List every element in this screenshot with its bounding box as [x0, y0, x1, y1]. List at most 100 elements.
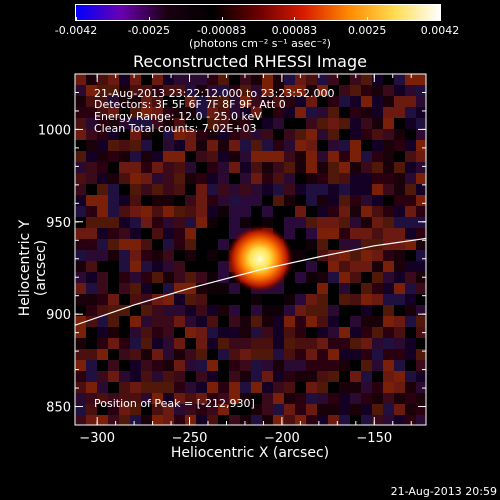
heatmap-cell	[273, 96, 285, 108]
heatmap-cell	[350, 184, 362, 196]
heatmap-cell	[152, 239, 164, 251]
heatmap-cell	[86, 316, 98, 328]
heatmap-cell	[240, 129, 252, 141]
heatmap-cell	[196, 261, 208, 273]
colorbar-tick-mark	[148, 17, 150, 21]
heatmap-cell	[361, 107, 373, 119]
heatmap-cell	[317, 184, 329, 196]
heatmap-cell	[229, 228, 241, 240]
heatmap-cell	[350, 74, 362, 86]
heatmap-cell	[284, 195, 296, 207]
heatmap-cell	[405, 382, 417, 394]
heatmap-cell	[75, 173, 87, 185]
heatmap-cell	[185, 184, 197, 196]
heatmap-cell	[328, 85, 340, 97]
heatmap-cell	[262, 371, 274, 383]
heatmap-cell	[284, 349, 296, 361]
heatmap-cell	[207, 371, 219, 383]
heatmap-cell	[75, 151, 87, 163]
heatmap-cell	[86, 294, 98, 306]
heatmap-cell	[317, 415, 329, 425]
heatmap-cell	[306, 140, 318, 152]
heatmap-cell	[284, 327, 296, 339]
heatmap-cell	[207, 140, 219, 152]
heatmap-cell	[130, 393, 142, 405]
heatmap-cell	[251, 173, 263, 185]
heatmap-cell	[97, 228, 109, 240]
heatmap-cell	[328, 338, 340, 350]
heatmap-cell	[97, 206, 109, 218]
heatmap-cell	[108, 107, 120, 119]
heatmap-cell	[383, 305, 395, 317]
heatmap-cell	[361, 228, 373, 240]
heatmap-cell	[251, 415, 263, 425]
heatmap-cell	[416, 305, 426, 317]
heatmap-cell	[119, 393, 131, 405]
heatmap-cell	[361, 316, 373, 328]
heatmap-cell	[218, 294, 230, 306]
heatmap-cell	[229, 96, 241, 108]
heatmap-cell	[207, 217, 219, 229]
heatmap-cell	[350, 316, 362, 328]
heatmap-cell	[185, 327, 197, 339]
heatmap-cell	[108, 338, 120, 350]
heatmap-cell	[152, 305, 164, 317]
heatmap-cell	[240, 85, 252, 97]
heatmap-cell	[207, 96, 219, 108]
heatmap-cell	[108, 294, 120, 306]
heatmap-cell	[108, 305, 120, 317]
heatmap-cell	[251, 118, 263, 130]
heatmap-cell	[339, 272, 351, 284]
heatmap-cell	[317, 294, 329, 306]
heatmap-cell	[262, 316, 274, 328]
heatmap-cell	[361, 217, 373, 229]
heatmap-cell	[207, 195, 219, 207]
heatmap-cell	[372, 349, 384, 361]
heatmap-cell	[394, 206, 406, 218]
heatmap-cell	[97, 349, 109, 361]
heatmap-cell	[306, 85, 318, 97]
heatmap-cell	[339, 173, 351, 185]
heatmap-cell	[394, 283, 406, 295]
heatmap-cell	[295, 151, 307, 163]
heatmap-cell	[108, 272, 120, 284]
heatmap-cell	[262, 382, 274, 394]
heatmap-cell	[339, 261, 351, 273]
heatmap-cell	[196, 151, 208, 163]
heatmap-cell	[251, 294, 263, 306]
heatmap-cell	[119, 250, 131, 262]
heatmap-cell	[295, 195, 307, 207]
heatmap-cell	[119, 74, 131, 86]
colorbar-tick-label: 0.00083	[271, 24, 318, 37]
heatmap-cell	[372, 173, 384, 185]
heatmap-cell	[262, 349, 274, 361]
heatmap-cell	[75, 404, 87, 416]
heatmap-cell	[218, 360, 230, 372]
heatmap-cell	[361, 272, 373, 284]
heatmap-cell	[163, 217, 175, 229]
heatmap-cell	[207, 173, 219, 185]
heatmap-cell	[251, 129, 263, 141]
heatmap-cell	[383, 184, 395, 196]
heatmap-cell	[405, 206, 417, 218]
heatmap-cell	[306, 272, 318, 284]
heatmap-cell	[152, 349, 164, 361]
heatmap-cell	[130, 316, 142, 328]
heatmap-cell	[141, 228, 153, 240]
heatmap-cell	[240, 371, 252, 383]
heatmap-cell	[350, 283, 362, 295]
heatmap-cell	[306, 107, 318, 119]
colorbar-tick-label: -0.00083	[196, 24, 247, 37]
heatmap-cell	[97, 360, 109, 372]
heatmap-cell	[339, 96, 351, 108]
heatmap-cell	[119, 85, 131, 97]
heatmap-cell	[394, 415, 406, 425]
heatmap-cell	[108, 393, 120, 405]
heatmap-cell	[394, 327, 406, 339]
heatmap-cell	[284, 338, 296, 350]
heatmap-cell	[196, 217, 208, 229]
heatmap-cell	[295, 184, 307, 196]
heatmap-cell	[108, 327, 120, 339]
heatmap-cell	[130, 283, 142, 295]
heatmap-cell	[251, 316, 263, 328]
